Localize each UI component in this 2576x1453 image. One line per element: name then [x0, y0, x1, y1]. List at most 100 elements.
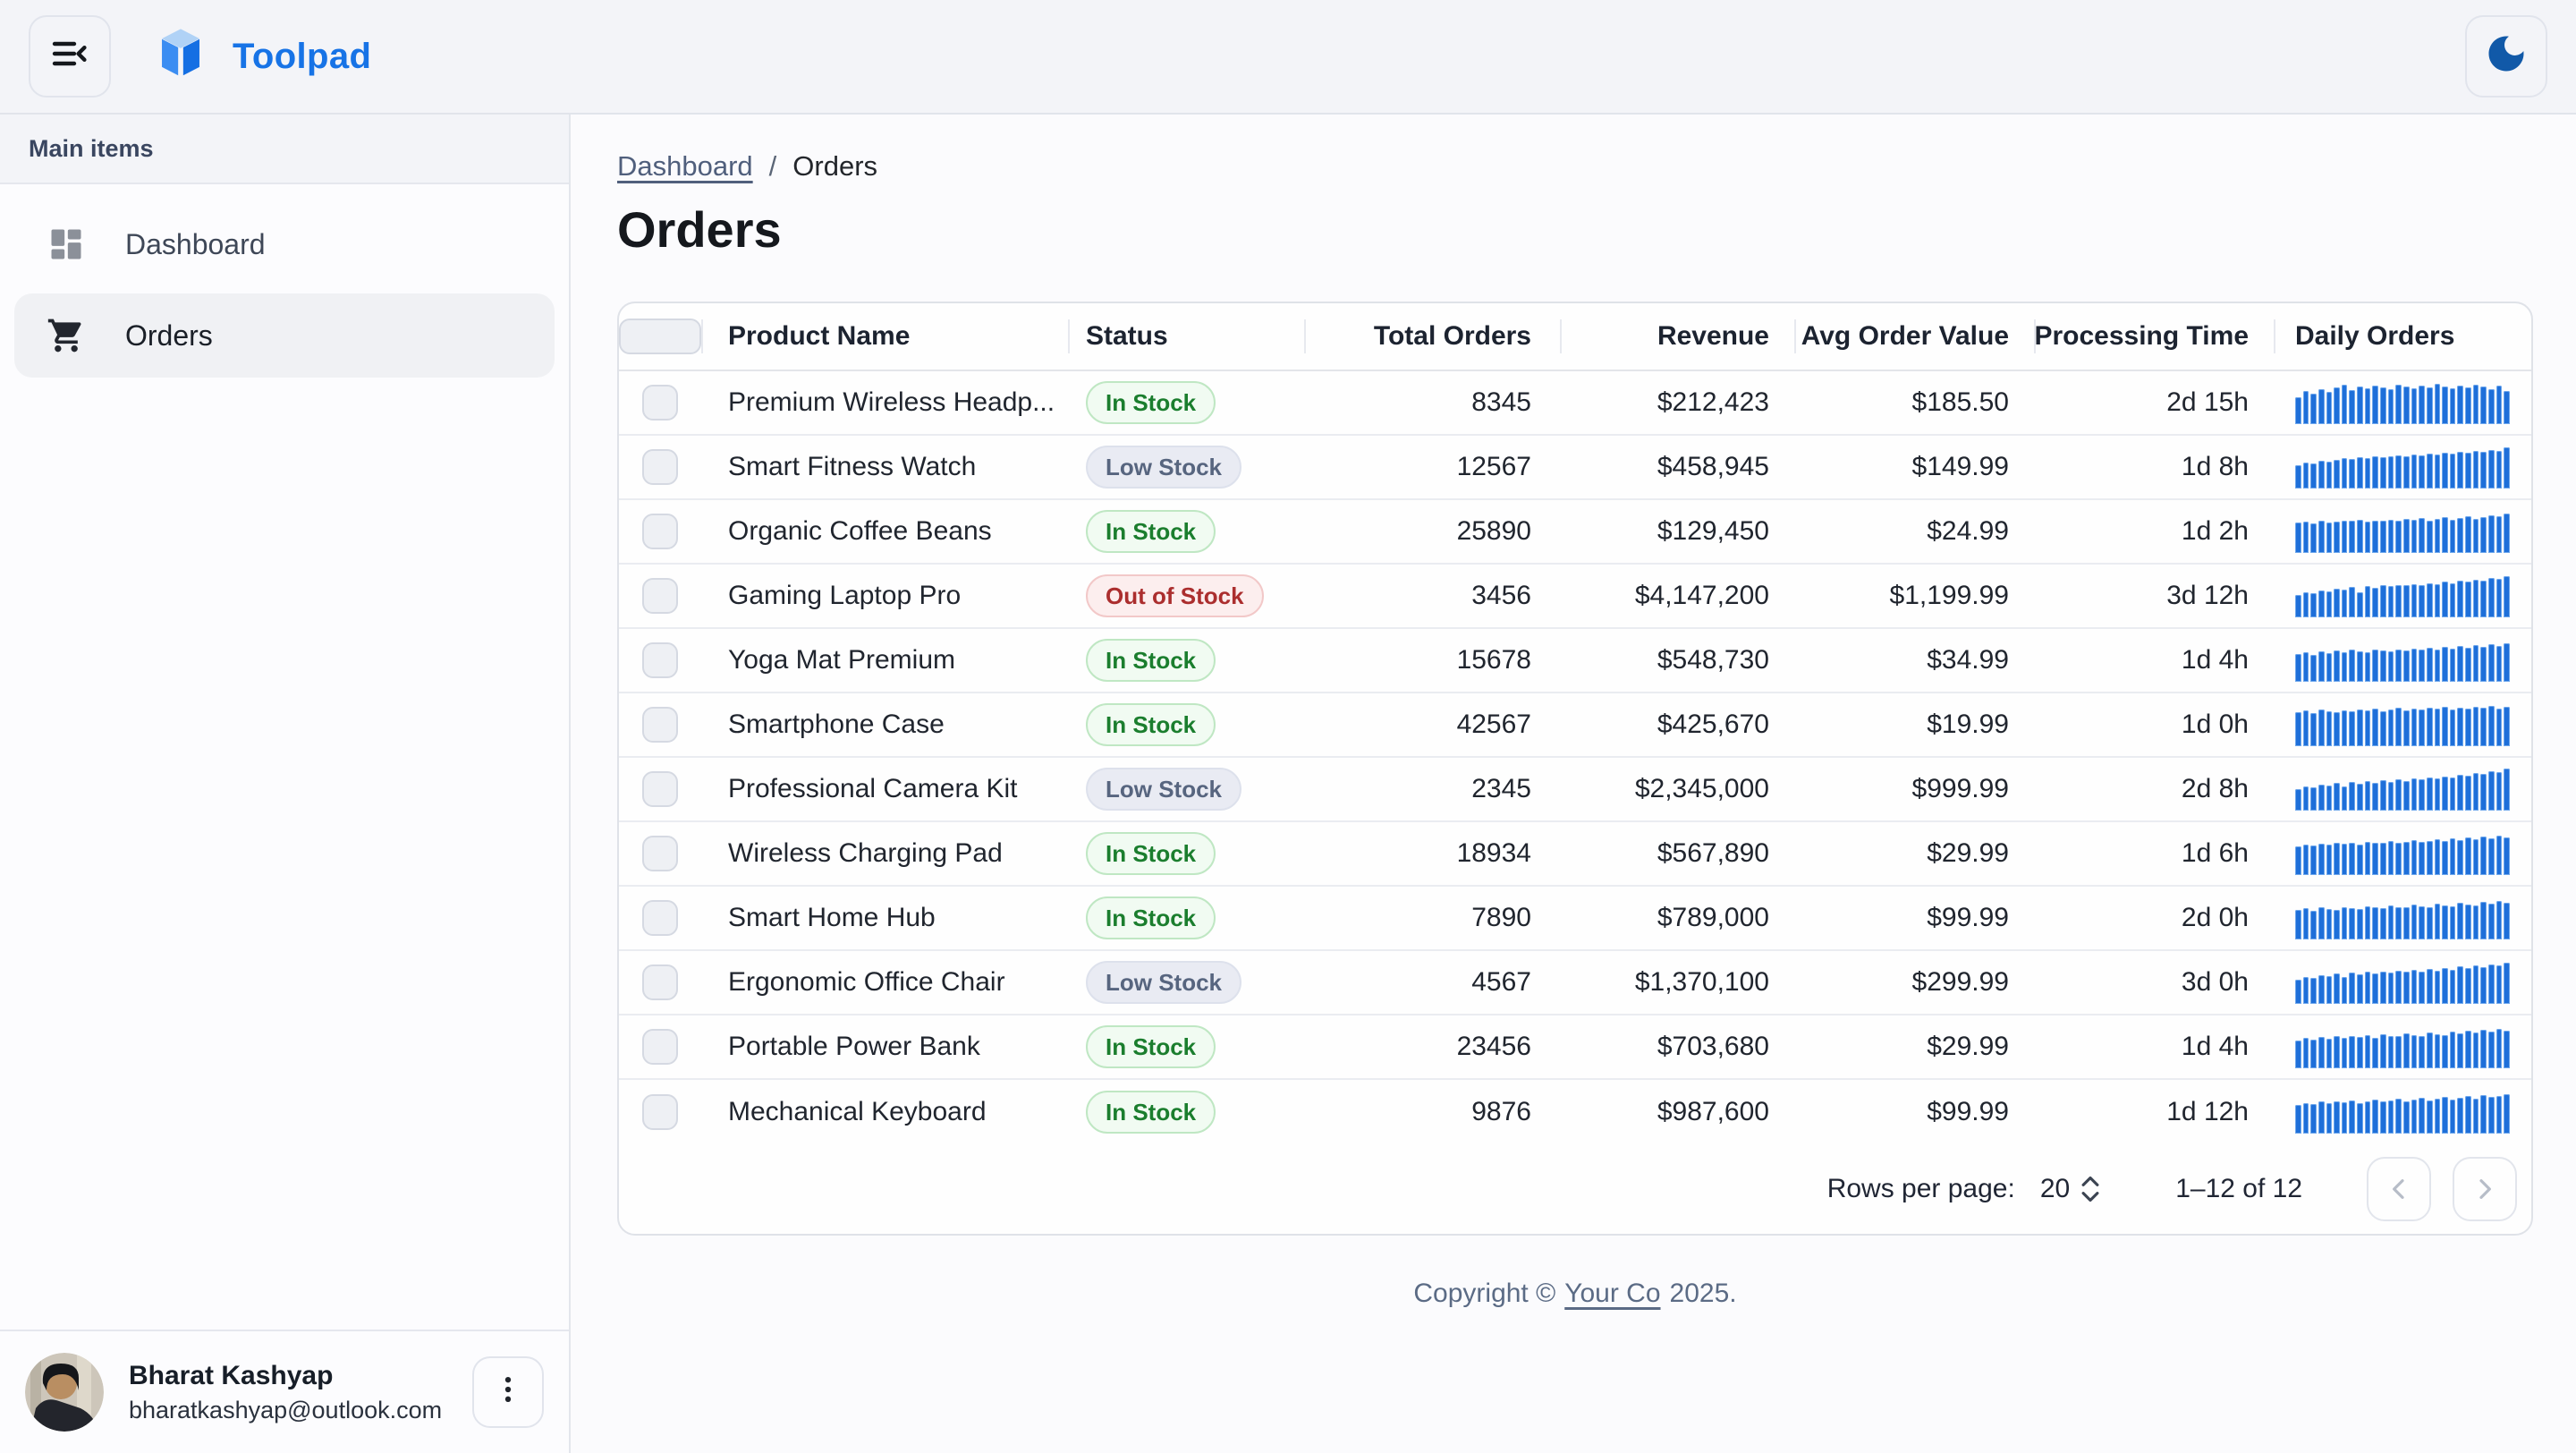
revenue-cell: $703,680: [1657, 1032, 1769, 1061]
sidebar-item-label: Orders: [125, 319, 213, 352]
rows-per-page-value[interactable]: 20: [2039, 1174, 2071, 1203]
copyright-suffix: 2025.: [1669, 1279, 1737, 1308]
appbar: Toolpad: [0, 0, 2576, 115]
column-header-revenue[interactable]: Revenue: [1560, 303, 1794, 370]
shell: Main items Dashboard: [0, 115, 2576, 1453]
revenue-cell: $789,000: [1657, 903, 1769, 932]
user-menu-button[interactable]: [472, 1356, 544, 1428]
daily-orders-cell: [2274, 896, 2535, 939]
product-name-cell: Gaming Laptop Pro: [728, 581, 962, 610]
revenue-cell: $129,450: [1657, 516, 1769, 546]
breadcrumb-link-dashboard[interactable]: Dashboard: [617, 150, 753, 182]
column-header-product[interactable]: Product Name: [701, 303, 1068, 370]
table-row[interactable]: Ergonomic Office Chair Low Stock 4567 $1…: [619, 951, 2531, 1015]
table-row[interactable]: Smart Home Hub In Stock 7890 $789,000 $9…: [619, 887, 2531, 951]
brand[interactable]: Toolpad: [150, 22, 371, 90]
daily-orders-sparkline: [2295, 1025, 2510, 1068]
daily-orders-cell: [2274, 381, 2535, 424]
total-orders-cell: 7890: [1471, 903, 1531, 932]
daily-orders-sparkline: [2295, 703, 2510, 746]
status-cell: Low Stock: [1068, 446, 1304, 489]
row-checkbox[interactable]: [642, 836, 678, 871]
daily-orders-sparkline: [2295, 896, 2510, 939]
table-row[interactable]: Smart Fitness Watch Low Stock 12567 $458…: [619, 436, 2531, 500]
row-checkbox[interactable]: [642, 449, 678, 485]
breadcrumb: Dashboard / Orders: [617, 150, 2531, 183]
daily-orders-sparkline: [2295, 961, 2510, 1004]
row-checkbox[interactable]: [642, 578, 678, 614]
sidebar-spacer: [0, 378, 569, 1330]
revenue-cell: $567,890: [1657, 838, 1769, 868]
column-header-status[interactable]: Status: [1068, 303, 1304, 370]
revenue-cell: $458,945: [1657, 452, 1769, 481]
column-header-total-orders[interactable]: Total Orders: [1304, 303, 1560, 370]
table-row[interactable]: Professional Camera Kit Low Stock 2345 $…: [619, 758, 2531, 822]
revenue-cell: $548,730: [1657, 645, 1769, 675]
column-header-processing-time[interactable]: Processing Time: [2034, 303, 2274, 370]
chevron-left-icon: [2393, 1179, 2404, 1199]
product-name-cell: Smartphone Case: [728, 710, 945, 739]
product-name-cell: Smart Home Hub: [728, 903, 936, 932]
row-checkbox-cell: [619, 1029, 701, 1065]
user-card: Bharat Kashyap bharatkashyap@outlook.com: [0, 1330, 569, 1453]
daily-orders-sparkline: [2295, 381, 2510, 424]
table-row[interactable]: Premium Wireless Headp... In Stock 8345 …: [619, 371, 2531, 436]
chevron-down-icon: [2081, 1192, 2099, 1202]
row-checkbox[interactable]: [642, 964, 678, 1000]
rows-per-page-stepper[interactable]: [2080, 1175, 2100, 1203]
daily-orders-cell: [2274, 510, 2535, 553]
status-badge: In Stock: [1086, 1025, 1216, 1068]
next-page-button[interactable]: [2453, 1157, 2517, 1221]
copyright-prefix: Copyright ©: [1413, 1279, 1556, 1308]
table-row[interactable]: Yoga Mat Premium In Stock 15678 $548,730…: [619, 629, 2531, 693]
more-vert-icon: [490, 1372, 526, 1414]
previous-page-button[interactable]: [2367, 1157, 2431, 1221]
theme-toggle-button[interactable]: [2465, 15, 2547, 98]
total-orders-cell: 4567: [1471, 967, 1531, 997]
status-badge: In Stock: [1086, 832, 1216, 875]
brand-name: Toolpad: [233, 36, 372, 76]
daily-orders-sparkline: [2295, 639, 2510, 682]
row-checkbox[interactable]: [642, 514, 678, 549]
status-cell: In Stock: [1068, 832, 1304, 875]
select-all-checkbox[interactable]: [619, 319, 701, 354]
row-checkbox[interactable]: [642, 1094, 678, 1130]
status-cell: In Stock: [1068, 896, 1304, 939]
row-checkbox[interactable]: [642, 900, 678, 936]
row-checkbox[interactable]: [642, 1029, 678, 1065]
table-row[interactable]: Gaming Laptop Pro Out of Stock 3456 $4,1…: [619, 565, 2531, 629]
breadcrumb-current: Orders: [792, 150, 878, 182]
row-checkbox-cell: [619, 836, 701, 871]
row-checkbox[interactable]: [642, 642, 678, 678]
column-header-avg-order-value[interactable]: Avg Order Value: [1794, 303, 2034, 370]
table-row[interactable]: Portable Power Bank In Stock 23456 $703,…: [619, 1015, 2531, 1080]
avg-order-value-cell: $999.99: [1911, 774, 2009, 803]
company-link[interactable]: Your Co: [1564, 1279, 1661, 1308]
processing-time-cell: 2d 15h: [2166, 387, 2249, 417]
row-checkbox[interactable]: [642, 771, 678, 807]
row-checkbox-cell: [619, 1094, 701, 1130]
table-row[interactable]: Organic Coffee Beans In Stock 25890 $129…: [619, 500, 2531, 565]
total-orders-cell: 15678: [1456, 645, 1531, 675]
daily-orders-sparkline: [2295, 510, 2510, 553]
table-row[interactable]: Smartphone Case In Stock 42567 $425,670 …: [619, 693, 2531, 758]
daily-orders-sparkline: [2295, 1091, 2510, 1134]
processing-time-cell: 3d 12h: [2166, 581, 2249, 610]
daily-orders-cell: [2274, 1091, 2535, 1134]
table-row[interactable]: Wireless Charging Pad In Stock 18934 $56…: [619, 822, 2531, 887]
sidebar-item-dashboard[interactable]: Dashboard: [14, 202, 555, 286]
row-checkbox-cell: [619, 964, 701, 1000]
daily-orders-sparkline: [2295, 832, 2510, 875]
sidebar-item-orders[interactable]: Orders: [14, 293, 555, 378]
row-checkbox[interactable]: [642, 707, 678, 743]
row-checkbox[interactable]: [642, 385, 678, 421]
processing-time-cell: 1d 6h: [2181, 838, 2249, 868]
product-name-cell: Ergonomic Office Chair: [728, 967, 1005, 997]
status-cell: Out of Stock: [1068, 574, 1304, 617]
table-row[interactable]: Mechanical Keyboard In Stock 9876 $987,6…: [619, 1080, 2531, 1144]
sidebar-collapse-button[interactable]: [29, 15, 111, 98]
status-badge: Low Stock: [1086, 768, 1242, 811]
daily-orders-cell: [2274, 1025, 2535, 1068]
user-name: Bharat Kashyap: [129, 1360, 334, 1390]
column-header-daily-orders[interactable]: Daily Orders: [2274, 303, 2535, 370]
